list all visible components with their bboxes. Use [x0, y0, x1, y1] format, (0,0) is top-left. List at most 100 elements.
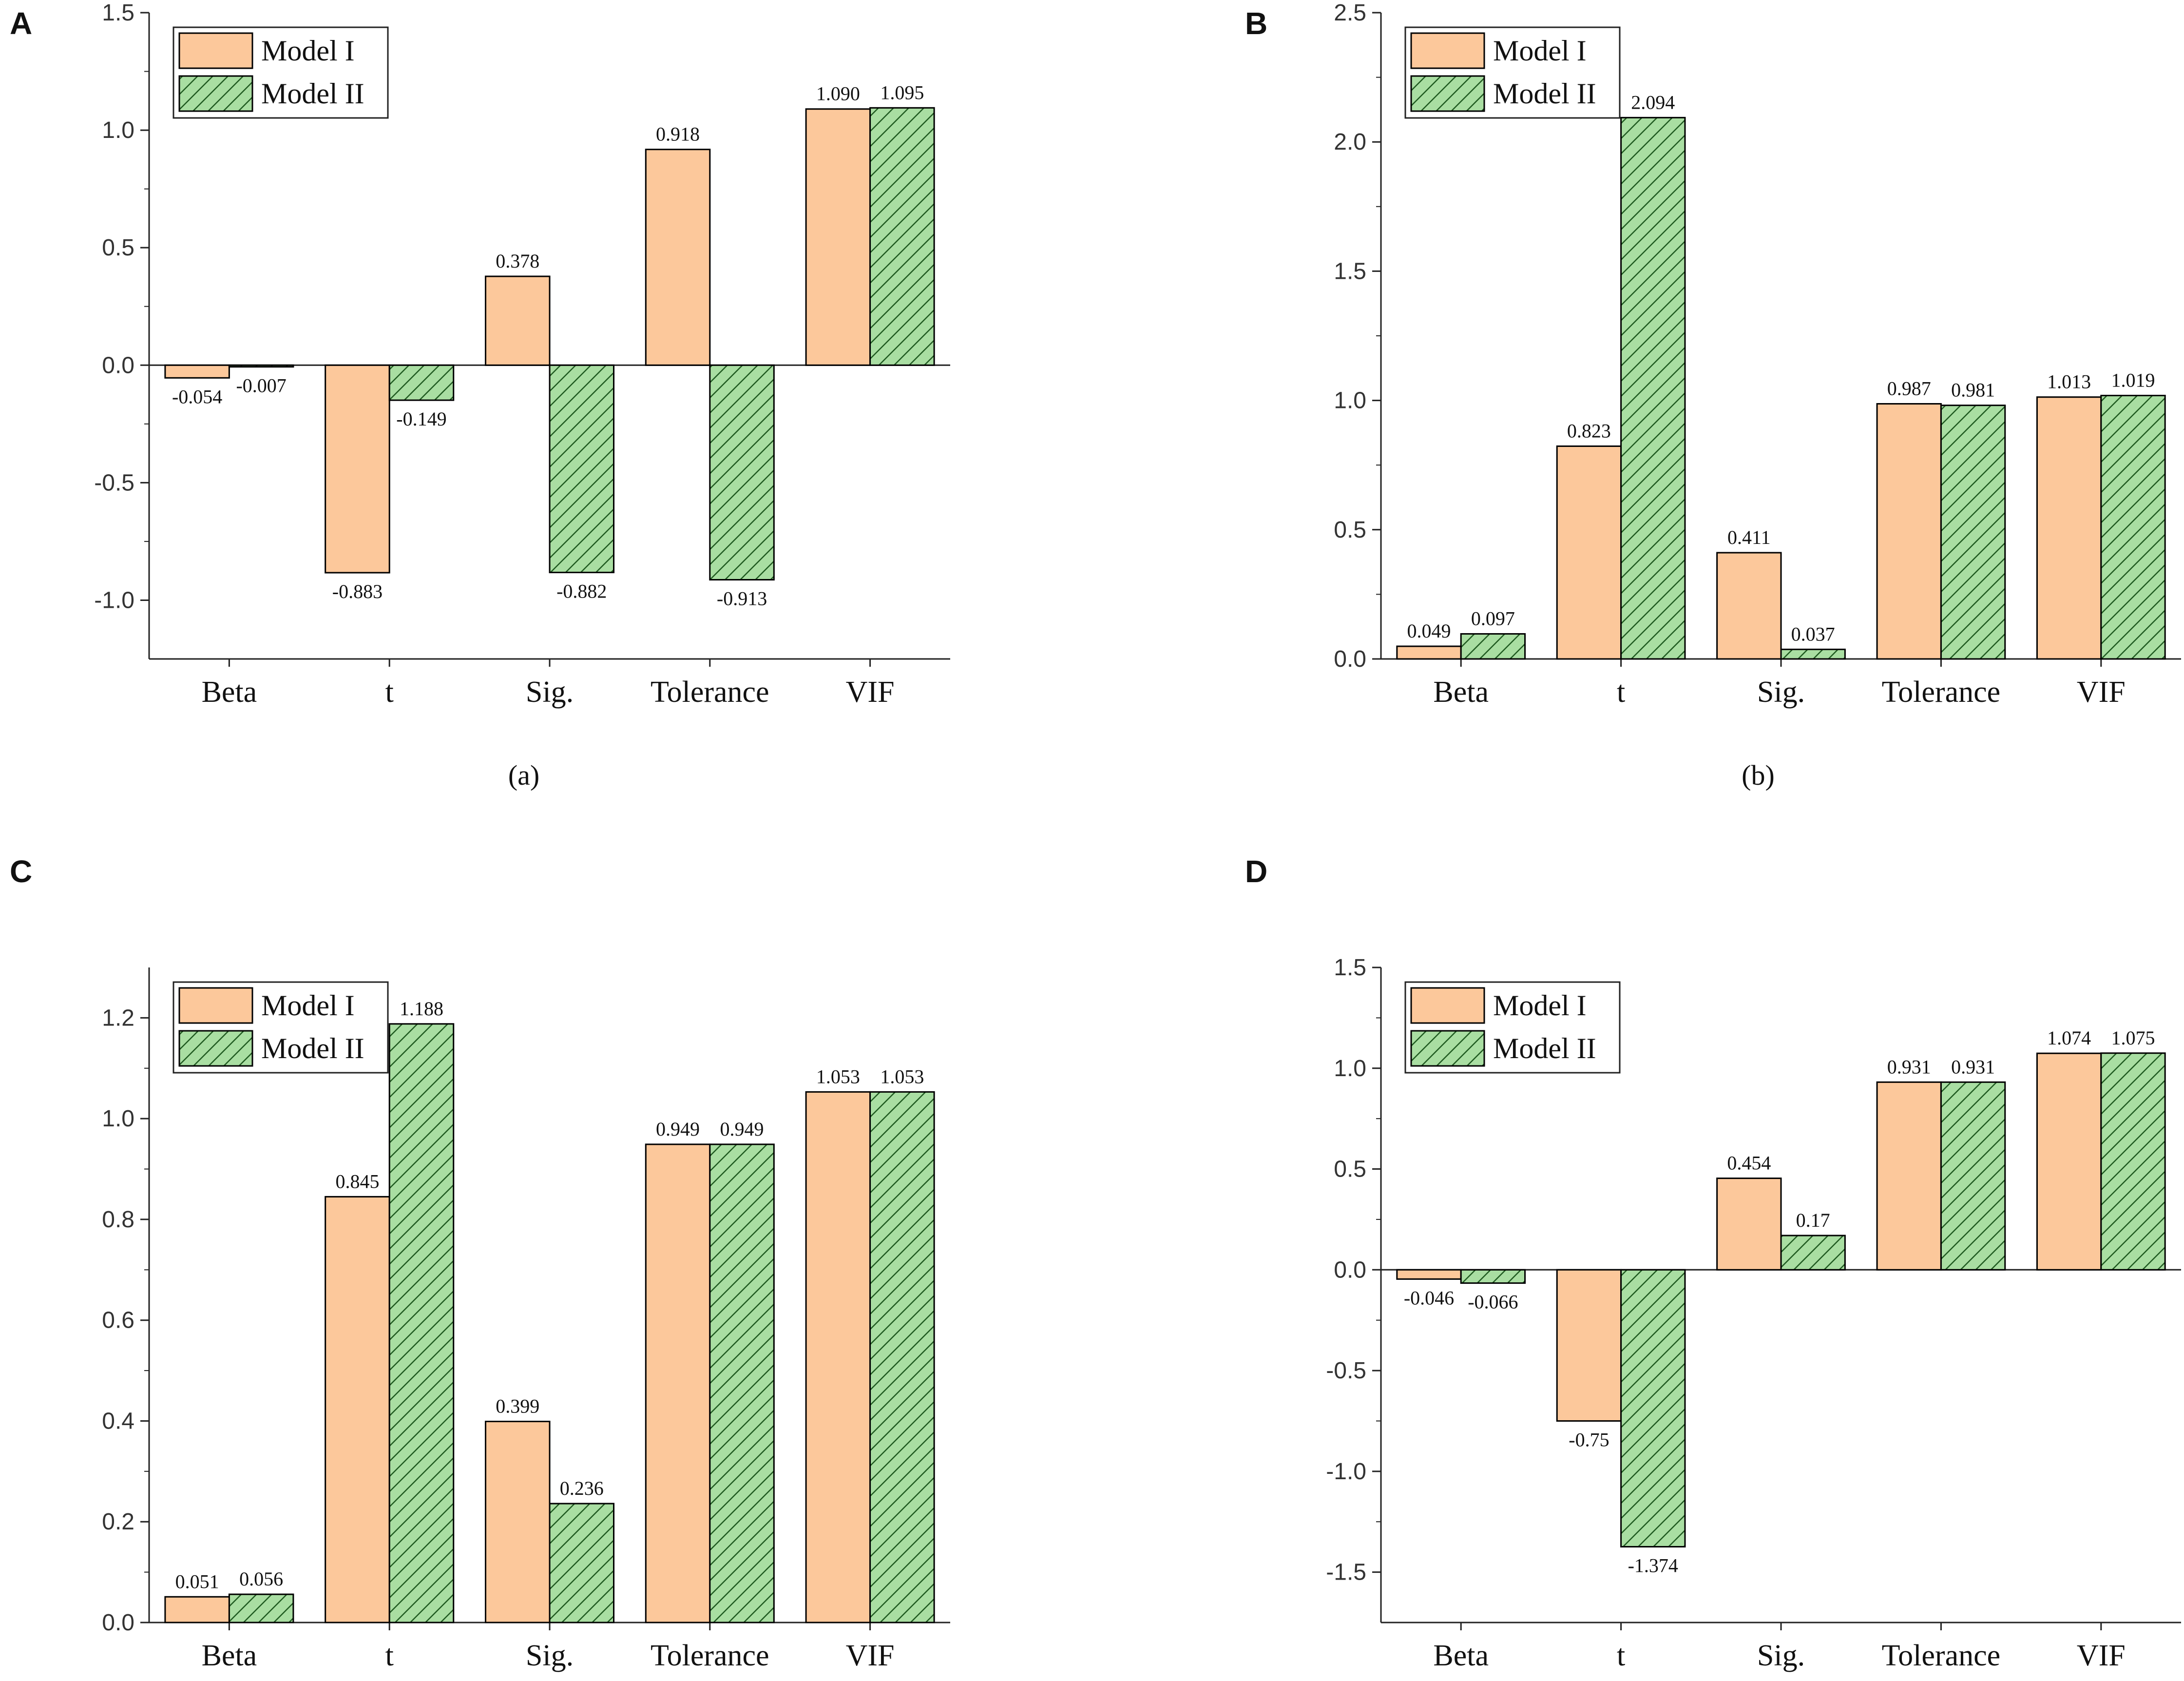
model-ii-bar-vif [869, 107, 935, 366]
legend-label: Model I [261, 35, 355, 67]
data-label: 0.454 [1727, 1152, 1771, 1174]
model-ii-bar-tolerance [709, 1143, 775, 1623]
x-tick-label: t [385, 1639, 394, 1672]
panel-caption: (b) [1742, 759, 1775, 791]
panel-letter: C [10, 854, 32, 889]
data-label: 0.236 [560, 1477, 604, 1499]
data-label: 0.097 [1471, 608, 1515, 630]
y-tick-label: 0.8 [102, 1207, 134, 1233]
legend-label: Model I [1493, 989, 1587, 1022]
panel-letter: B [1245, 6, 1267, 41]
model-ii-bar-tolerance [1940, 405, 2006, 660]
x-tick-label: Tolerance [651, 1639, 769, 1672]
x-tick-label: VIF [846, 1639, 895, 1672]
data-label: -0.882 [556, 580, 607, 602]
data-label: -0.149 [396, 408, 446, 430]
y-tick-label: -0.5 [94, 470, 134, 496]
model-i-bar-beta [164, 364, 230, 379]
model-i-bar-beta [164, 1596, 230, 1623]
data-label: 0.987 [1887, 377, 1931, 399]
y-tick-label: 1.2 [102, 1005, 134, 1031]
x-tick-label: VIF [2077, 676, 2126, 709]
chart-panel-a: A -1.0 -0.5 0.0 0.5 1.0 1.5 Beta -0.054 -0.007 t -0… [10, 0, 950, 791]
data-label: 1.013 [2047, 371, 2091, 393]
y-tick-label: 0.0 [102, 1610, 134, 1636]
chart-panel-c: C 0.0 0.2 0.4 0.6 0.8 1.0 1.2 Beta 0.051 0.056 t 0.8… [10, 854, 950, 1672]
data-label: 1.090 [816, 83, 860, 105]
x-tick-label: Tolerance [1882, 676, 2001, 709]
model-i-bar-tolerance [1876, 1081, 1942, 1271]
model-ii-bar-vif [869, 1091, 935, 1623]
data-label: 0.931 [1951, 1056, 1995, 1078]
legend-label: Model II [1493, 1032, 1596, 1064]
model-i-bar-sig [484, 1420, 551, 1623]
model-ii-bar-vif [2100, 1052, 2166, 1271]
data-label: 0.056 [239, 1568, 283, 1590]
y-tick-label: 1.0 [1334, 1056, 1366, 1082]
model-i-bar-t [325, 1196, 390, 1623]
x-tick-label: Beta [202, 676, 257, 709]
data-label: 0.823 [1567, 420, 1611, 442]
y-tick-label: 0.2 [102, 1509, 134, 1535]
model-ii-bar-sig [549, 364, 615, 574]
x-tick-label: Sig. [526, 676, 574, 709]
data-label: 0.049 [1407, 620, 1451, 642]
data-label: 1.019 [2111, 369, 2155, 391]
data-label: 0.17 [1796, 1209, 1830, 1231]
data-label: 0.981 [1951, 379, 1995, 401]
y-tick-label: 1.5 [1334, 258, 1366, 284]
panel-letter: A [10, 6, 32, 41]
legend-label: Model I [1493, 35, 1587, 67]
model-i-bar-tolerance [1876, 403, 1942, 660]
legend-swatch-model-ii [1410, 75, 1485, 112]
legend-swatch-model-i [178, 987, 253, 1024]
x-tick-label: t [1617, 676, 1625, 709]
y-tick-label: 1.5 [1334, 955, 1366, 981]
legend-swatch-model-ii [1410, 1030, 1485, 1067]
model-ii-bar-t [1620, 116, 1686, 660]
y-tick-label: 0.6 [102, 1308, 134, 1333]
panel-caption: (a) [508, 759, 539, 791]
data-label: -0.046 [1404, 1287, 1454, 1309]
model-ii-bar-beta [228, 364, 294, 368]
model-i-bar-vif [2036, 1052, 2102, 1271]
y-tick-label: -0.5 [1326, 1358, 1366, 1384]
model-i-bar-t [1556, 445, 1622, 660]
x-tick-label: Beta [1433, 1639, 1489, 1672]
x-tick-label: Sig. [1757, 1639, 1805, 1672]
legend-label: Model II [261, 77, 364, 110]
data-label: 0.378 [496, 250, 539, 272]
y-tick-label: 0.5 [1334, 1157, 1366, 1182]
model-ii-bar-tolerance [709, 364, 775, 581]
model-i-bar-t [1556, 1269, 1622, 1422]
panel-letter: D [1245, 854, 1267, 889]
x-tick-label: Tolerance [651, 676, 769, 709]
y-tick-label: 0.5 [1334, 517, 1366, 543]
y-tick-label: 0.5 [102, 235, 134, 261]
model-i-bar-sig [1716, 1178, 1782, 1271]
legend-label: Model II [261, 1032, 364, 1064]
legend-swatch-model-i [1410, 32, 1485, 69]
data-label: -0.007 [236, 375, 286, 397]
legend: Model I Model II [172, 981, 389, 1074]
y-tick-label: 0.0 [1334, 646, 1366, 672]
data-label: 1.095 [880, 81, 924, 103]
y-tick-label: 1.0 [102, 1106, 134, 1132]
data-label: 1.075 [2111, 1027, 2155, 1049]
model-i-bar-sig [1716, 552, 1782, 660]
model-ii-bar-t [388, 1023, 455, 1623]
model-i-bar-beta [1396, 1269, 1462, 1280]
model-ii-bar-vif [2100, 395, 2166, 660]
x-tick-label: Tolerance [1882, 1639, 2001, 1672]
legend: Model I Model II [172, 26, 389, 119]
x-tick-label: Beta [202, 1639, 257, 1672]
data-label: 0.051 [175, 1570, 219, 1592]
y-tick-label: 0.0 [102, 352, 134, 378]
y-tick-label: 1.0 [102, 117, 134, 143]
legend-swatch-model-i [178, 32, 253, 69]
x-tick-label: Beta [1433, 676, 1489, 709]
model-ii-bar-sig [549, 1503, 615, 1623]
data-label: 0.399 [496, 1395, 539, 1417]
y-tick-label: -1.0 [1326, 1459, 1366, 1485]
